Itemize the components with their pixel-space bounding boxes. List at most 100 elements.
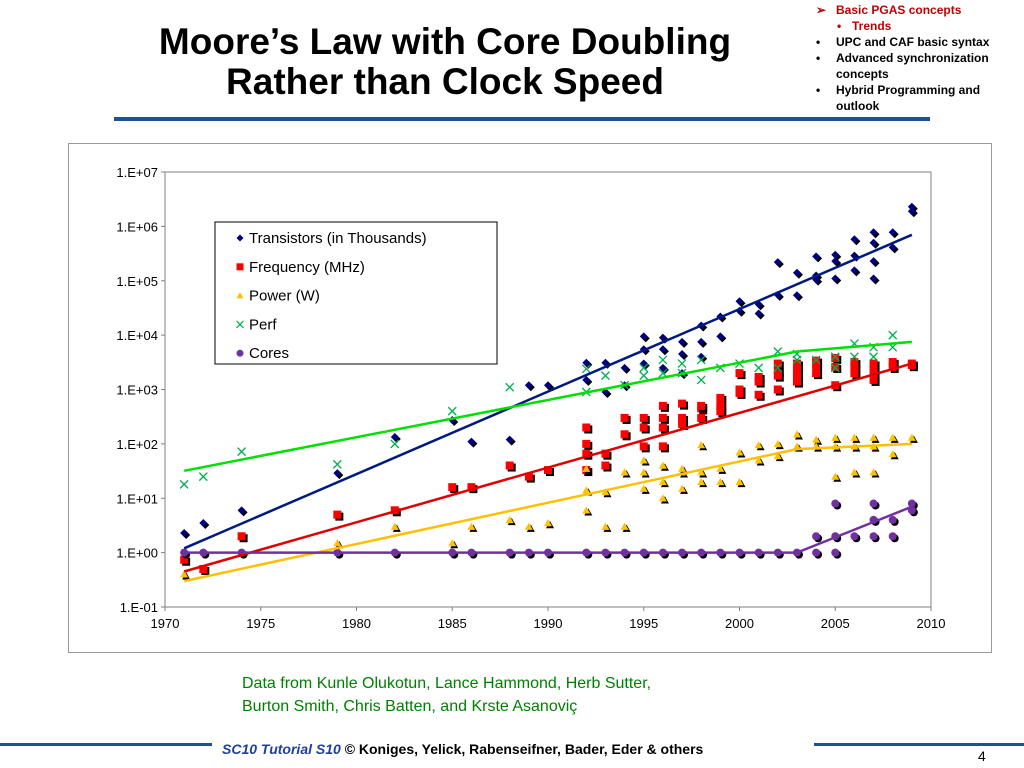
point-transistors-in-thousands bbox=[678, 349, 687, 358]
point-perf bbox=[658, 355, 668, 365]
point-perf bbox=[639, 363, 649, 373]
point-frequency-mhz bbox=[831, 353, 840, 362]
point-transistors-in-thousands bbox=[678, 337, 687, 346]
point-cores bbox=[812, 548, 821, 557]
legend-label: Frequency (MHz) bbox=[249, 259, 365, 276]
point-power-w bbox=[850, 433, 859, 441]
point-transistors-in-thousands bbox=[697, 337, 706, 346]
point-cores bbox=[831, 548, 840, 557]
footer-authors: © Koniges, Yelick, Rabenseifner, Bader, … bbox=[344, 741, 704, 757]
legend-label: Cores bbox=[249, 345, 289, 362]
point-power-w bbox=[639, 468, 648, 476]
point-power-w bbox=[467, 522, 476, 530]
point-power-w bbox=[869, 468, 878, 476]
y-tick-label: 1.E+02 bbox=[116, 437, 158, 452]
point-transistors-in-thousands bbox=[639, 332, 648, 341]
point-frequency-mhz bbox=[620, 430, 629, 439]
point-frequency-mhz bbox=[850, 369, 859, 378]
y-tick-label: 1.E+01 bbox=[116, 491, 158, 506]
point-transistors-in-thousands bbox=[601, 358, 610, 367]
point-power-w bbox=[697, 441, 706, 449]
legend-marker bbox=[236, 349, 244, 357]
point-frequency-mhz bbox=[888, 358, 897, 367]
x-tick-label: 1975 bbox=[246, 616, 275, 631]
point-frequency-mhz bbox=[237, 532, 246, 541]
point-perf bbox=[888, 330, 898, 340]
point-perf bbox=[677, 359, 687, 369]
point-power-w bbox=[735, 448, 744, 456]
point-transistors-in-thousands bbox=[658, 345, 667, 354]
point-transistors-in-thousands bbox=[850, 266, 859, 275]
point-transistors-in-thousands bbox=[524, 381, 533, 390]
point-power-w bbox=[831, 433, 840, 441]
point-power-w bbox=[524, 522, 533, 530]
point-perf bbox=[179, 479, 189, 489]
arrow-bullet-icon: ➢ bbox=[816, 3, 827, 17]
point-frequency-mhz bbox=[773, 359, 782, 368]
point-frequency-mhz bbox=[524, 472, 533, 481]
outline-item-upc-caf[interactable]: • UPC and CAF basic syntax bbox=[808, 34, 1024, 50]
point-power-w bbox=[678, 464, 687, 472]
point-power-w bbox=[620, 522, 629, 530]
point-power-w bbox=[831, 472, 840, 480]
point-power-w bbox=[582, 464, 591, 472]
point-frequency-mhz bbox=[754, 390, 763, 399]
point-perf bbox=[600, 371, 610, 381]
point-power-w bbox=[697, 477, 706, 486]
point-transistors-in-thousands bbox=[869, 228, 878, 237]
point-power-w bbox=[754, 441, 763, 449]
point-perf bbox=[581, 364, 591, 374]
point-perf bbox=[754, 363, 764, 373]
slide-title-line2: Rather than Clock Speed bbox=[226, 61, 664, 102]
point-power-w bbox=[735, 477, 744, 486]
point-frequency-mhz bbox=[792, 377, 801, 386]
bullet-icon: • bbox=[816, 35, 821, 49]
point-perf bbox=[696, 375, 706, 385]
caption-line1: Data from Kunle Olukotun, Lance Hammond,… bbox=[242, 675, 652, 692]
outline-item-sync[interactable]: • Advanced synchronization concepts bbox=[808, 50, 1024, 82]
point-transistors-in-thousands bbox=[831, 250, 840, 259]
point-frequency-mhz bbox=[658, 401, 667, 410]
point-transistors-in-thousands bbox=[199, 519, 208, 528]
point-transistors-in-thousands bbox=[620, 363, 629, 372]
point-frequency-mhz bbox=[735, 388, 744, 397]
x-tick-label: 1995 bbox=[629, 616, 658, 631]
point-frequency-mhz bbox=[869, 364, 878, 373]
slide-title-line1: Moore’s Law with Core Doubling bbox=[158, 21, 732, 62]
point-perf bbox=[811, 355, 821, 365]
legend-label: Perf bbox=[249, 316, 277, 333]
point-frequency-mhz bbox=[773, 371, 782, 380]
point-frequency-mhz bbox=[639, 442, 648, 451]
point-perf bbox=[849, 352, 859, 362]
outline-item-hybrid[interactable]: • Hybrid Programming and outlook bbox=[808, 82, 1024, 114]
point-frequency-mhz bbox=[773, 385, 782, 394]
point-perf bbox=[505, 382, 515, 392]
chart-frame: 1.E-01 1.E+00 1.E+01 1.E+02 1.E+03 1.E+04 1.E+… bbox=[68, 143, 992, 653]
x-tick-label: 2000 bbox=[725, 616, 754, 631]
point-frequency-mhz bbox=[792, 359, 801, 368]
point-frequency-mhz bbox=[678, 399, 687, 408]
point-power-w bbox=[678, 484, 687, 492]
x-tick-label: 1990 bbox=[534, 616, 563, 631]
point-transistors-in-thousands bbox=[716, 332, 725, 341]
point-frequency-mhz bbox=[678, 413, 687, 422]
point-cores bbox=[180, 548, 189, 557]
bullet-icon: • bbox=[837, 19, 842, 33]
series-perf bbox=[179, 330, 898, 489]
point-power-w bbox=[888, 433, 897, 441]
point-frequency-mhz bbox=[582, 439, 591, 448]
point-power-w bbox=[582, 486, 591, 494]
point-transistors-in-thousands bbox=[237, 506, 246, 515]
outline-item-label: Advanced synchronization concepts bbox=[836, 51, 989, 81]
moores-law-chart: 1.E-01 1.E+00 1.E+01 1.E+02 1.E+03 1.E+04 1.E+… bbox=[116, 165, 945, 631]
outline-item-trends[interactable]: • Trends bbox=[808, 18, 1024, 34]
outline-item-basic-pgas[interactable]: ➢ Basic PGAS concepts bbox=[808, 2, 1024, 18]
point-transistors-in-thousands bbox=[658, 363, 667, 372]
page-number: 4 bbox=[978, 748, 986, 764]
point-power-w bbox=[792, 430, 801, 438]
outline-item-label: UPC and CAF basic syntax bbox=[836, 35, 990, 49]
point-power-w bbox=[869, 433, 878, 441]
point-transistors-in-thousands bbox=[850, 235, 859, 244]
point-frequency-mhz bbox=[333, 510, 342, 519]
point-power-w bbox=[582, 506, 591, 514]
